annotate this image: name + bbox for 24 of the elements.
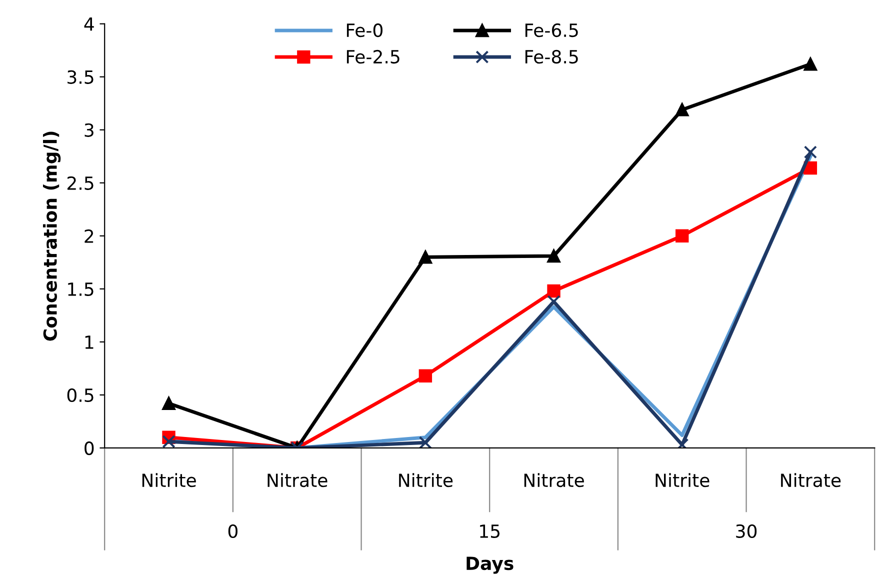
x-tick-label: Nitrate <box>524 473 584 488</box>
y-tick-label: 3 <box>84 123 94 137</box>
legend-label: Fe-0 <box>346 23 382 38</box>
y-tick-label: 2 <box>84 229 94 243</box>
text: 15 <box>480 524 500 538</box>
text: 30 <box>736 524 757 538</box>
y-tick-label: 1 <box>85 336 94 349</box>
text: 0 <box>228 524 238 538</box>
y-tick-label: 0.5 <box>67 388 94 402</box>
legend-label: Fe-2.5 <box>346 50 400 64</box>
y-tick-label: 1.5 <box>68 282 94 296</box>
x-tick-label: Nitrate <box>268 473 328 488</box>
x-tick-label: Nitrite <box>656 473 710 488</box>
legend-label: Fe-6.5 <box>525 23 578 38</box>
x-tick-label: Nitrate <box>781 473 841 488</box>
y-tick-label: 4 <box>84 18 94 31</box>
x-tick-label: Nitrite <box>142 473 196 488</box>
y-tick-label: 2.5 <box>67 176 94 190</box>
y-axis-title: Concentration (mg/l) <box>42 132 61 341</box>
y-tick-label: 0 <box>84 441 94 456</box>
legend-label: Fe-8.5 <box>525 50 578 64</box>
x-axis-title: Days <box>466 556 514 574</box>
y-tick-label: 3.5 <box>68 70 94 84</box>
x-tick-label: Nitrite <box>399 473 453 488</box>
